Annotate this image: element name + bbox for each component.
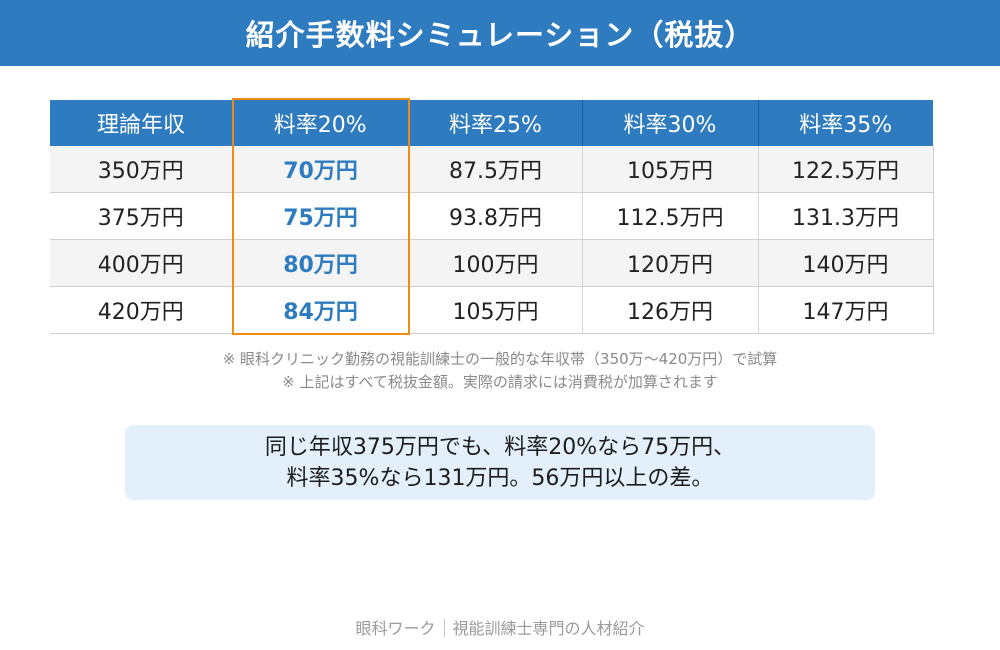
cell-rate-35: 131.3万円 xyxy=(758,192,934,240)
cell-rate-30: 105万円 xyxy=(582,146,759,193)
footer-divider xyxy=(443,619,445,637)
cell-rate-35: 147万円 xyxy=(758,286,934,334)
table-row: 400万円 80万円 100万円 120万円 140万円 xyxy=(50,239,934,287)
header-rate-25: 料率25% xyxy=(408,100,582,146)
footer: 眼科ワーク 視能訓練士専門の人材紹介 xyxy=(0,615,1000,639)
cell-rate-30: 126万円 xyxy=(582,286,759,334)
cell-income: 400万円 xyxy=(50,239,233,287)
table-row: 350万円 70万円 87.5万円 105万円 122.5万円 xyxy=(50,146,934,193)
callout-line-2: 料率35%なら131万円。56万円以上の差。 xyxy=(286,465,714,491)
cell-rate-20: 84万円 xyxy=(232,286,410,334)
cell-income: 420万円 xyxy=(50,286,233,334)
cell-rate-30: 112.5万円 xyxy=(582,192,759,240)
cell-rate-25: 93.8万円 xyxy=(409,192,583,240)
table-row: 375万円 75万円 93.8万円 112.5万円 131.3万円 xyxy=(50,192,934,240)
footnote-income-range: ※ 眼科クリニック勤務の視能訓練士の一般的な年収帯（350万〜420万円）で試算 xyxy=(222,350,778,368)
fee-simulation-table: 理論年収 料率20% 料率25% 料率30% 料率35% 350万円 70万円 … xyxy=(50,100,934,334)
footer-tagline: 視能訓練士専門の人材紹介 xyxy=(452,619,645,638)
footnotes: ※ 眼科クリニック勤務の視能訓練士の一般的な年収帯（350万〜420万円）で試算… xyxy=(0,348,1000,394)
table-header-row: 理論年収 料率20% 料率25% 料率30% 料率35% xyxy=(50,100,933,146)
cell-rate-20: 75万円 xyxy=(232,192,410,240)
footer-brand: 眼科ワーク xyxy=(355,619,436,638)
title-banner: 紹介手数料シミュレーション（税抜） xyxy=(0,0,1000,66)
cell-income: 375万円 xyxy=(50,192,233,240)
footnote-tax: ※ 上記はすべて税抜金額。実際の請求には消費税が加算されます xyxy=(282,373,718,391)
page-title: 紹介手数料シミュレーション（税抜） xyxy=(245,18,755,52)
cell-rate-25: 87.5万円 xyxy=(409,146,583,193)
callout-line-1: 同じ年収375万円でも、料率20%なら75万円、 xyxy=(264,434,736,460)
cell-rate-20: 70万円 xyxy=(232,146,410,193)
cell-rate-25: 100万円 xyxy=(409,239,583,287)
header-rate-20: 料率20% xyxy=(232,100,409,146)
comparison-callout: 同じ年収375万円でも、料率20%なら75万円、 料率35%なら131万円。56… xyxy=(125,425,875,500)
header-rate-30: 料率30% xyxy=(581,100,758,146)
table-row: 420万円 84万円 105万円 126万円 147万円 xyxy=(50,286,934,334)
cell-rate-35: 140万円 xyxy=(758,239,934,287)
cell-income: 350万円 xyxy=(50,146,233,193)
cell-rate-30: 120万円 xyxy=(582,239,759,287)
cell-rate-25: 105万円 xyxy=(409,286,583,334)
cell-rate-35: 122.5万円 xyxy=(758,146,934,193)
header-annual-income: 理論年収 xyxy=(50,100,232,146)
cell-rate-20: 80万円 xyxy=(232,239,410,287)
header-rate-35: 料率35% xyxy=(757,100,933,146)
